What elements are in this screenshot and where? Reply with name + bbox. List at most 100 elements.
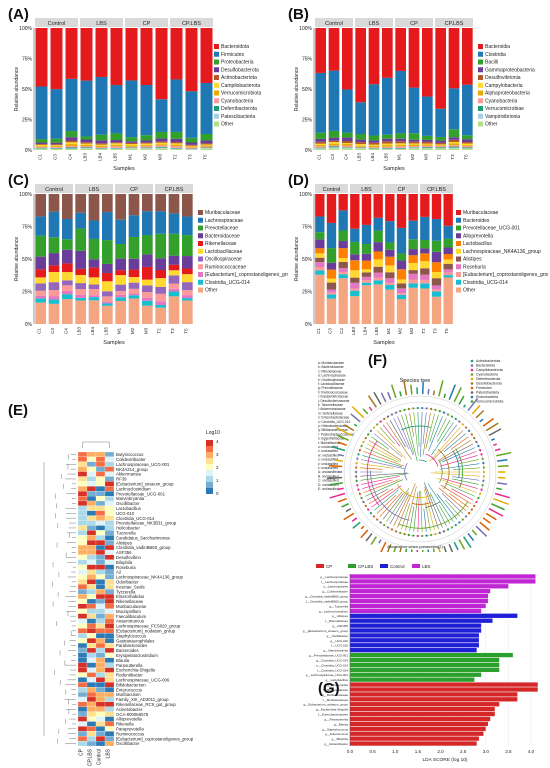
heatmap-row-label: Tuzzerella [116,531,136,536]
bar-segment [80,148,93,149]
color-scale-step [206,458,213,464]
heatmap-cell [104,657,115,663]
heatmap-cell [95,466,106,472]
tree-branch [393,494,410,527]
bar-segment [35,256,46,270]
bar-segment [115,270,126,276]
bar-segment [182,194,193,217]
bar-segment [326,289,337,293]
lda-bar-label: f__Muribaculaceae [322,698,348,702]
bar-segment [35,146,48,147]
tree-branch [386,422,412,460]
tree-legend-dot [470,386,474,390]
x-axis-title: LDA SCORE (log 10) [422,757,467,763]
bar-segment [385,272,395,279]
heatmap-cell [77,461,88,467]
lda-bar [350,638,479,643]
panel-label-c: (C) [8,172,29,189]
heatmap-cell [77,491,88,497]
bar-segment [128,236,140,259]
heatmap-cell [77,466,88,472]
tree-legend-right: Actinobacteriota [476,359,500,363]
bar-segment [75,283,86,290]
tree-branch [368,439,402,461]
x-tick-label: C3 [328,328,333,334]
abundance-bar [493,443,498,447]
tree-branch [443,433,467,453]
heatmap-cell [86,500,97,507]
x-tick-label: T5 [444,328,449,334]
bar-segment [142,297,153,301]
bar-segment [168,288,180,292]
heatmap-row-label: Muribaculum [116,692,141,697]
heatmap-cell [77,535,88,541]
heatmap-cell [77,554,88,560]
tip-dot [470,508,473,511]
lda-bar [350,623,482,628]
abundance-bar [329,492,346,499]
bar-segment [115,258,126,271]
facet-header [125,18,168,27]
legend-swatch [456,279,461,285]
tip-dot [454,417,457,421]
y-tick-label: 50% [302,257,313,263]
tree-legend-right: Cyanobacteria [476,373,498,377]
abundance-bar [410,384,413,395]
tree-legend-left: j: Desulfovibrionaceae [317,399,350,403]
x-tick-label: C4 [63,328,68,334]
tree-legend-dot [470,359,474,363]
heatmap-cell [104,741,115,747]
lda-bar [350,721,488,727]
bar-segment [328,146,340,148]
legend-label: Desulfobacterota [221,67,259,73]
bar-segment [155,301,166,305]
facet-label: LBS [89,187,100,193]
heatmap-cell [86,628,97,634]
bar-segment [95,147,108,149]
abundance-bar [390,384,397,399]
bar-segment [355,102,366,135]
abundance-bar [432,390,436,396]
bar-segment [155,148,168,150]
legend-swatch [456,241,461,246]
clade-arc [404,463,408,481]
heatmap-row-label: Lactobacillus [116,506,141,511]
legend-label: Campylobacteria [485,83,523,89]
bar-segment [396,227,407,254]
x-tick-label: C3 [330,154,335,160]
bar-segment [142,211,153,236]
abundance-bar [462,404,466,408]
tree-branch [409,412,415,437]
tree-legend-left: l: Akkermansiaceae [318,407,346,411]
bar-segment [170,147,183,149]
tree-legend-right: Campilobacterota [476,368,503,372]
facet-label: Control [323,187,341,193]
bar-segment [65,131,78,138]
lda-bar [350,598,488,604]
legend-swatch [214,82,219,88]
bar-segment [408,148,420,150]
bar-segment [48,299,60,304]
heatmap-cell [77,564,88,570]
bar-segment [350,277,360,283]
heatmap-cell [77,608,88,614]
bar-segment [110,28,123,86]
bar-segment [110,85,123,134]
heatmap-cell [95,495,106,502]
tip-dot [467,429,471,432]
legend-label: Patescibacteria [221,114,255,120]
legend-label: Muribaculaceae [205,210,241,216]
heatmap-cell [95,500,106,507]
bar-segment [48,296,60,300]
heatmap-cell [86,647,97,654]
bar-segment [140,144,153,146]
abundance-bar [351,405,365,419]
legend-label: Alphaproteobacteria [485,91,530,97]
bar-segment [361,282,372,286]
tree-legend-left: c: Rikenellaceae [318,369,342,373]
bar-segment [361,272,372,277]
heatmap-cell [86,505,97,511]
bar-segment [435,142,446,145]
x-tick-label: 3.0 [483,749,490,754]
bar-segment [338,248,348,258]
